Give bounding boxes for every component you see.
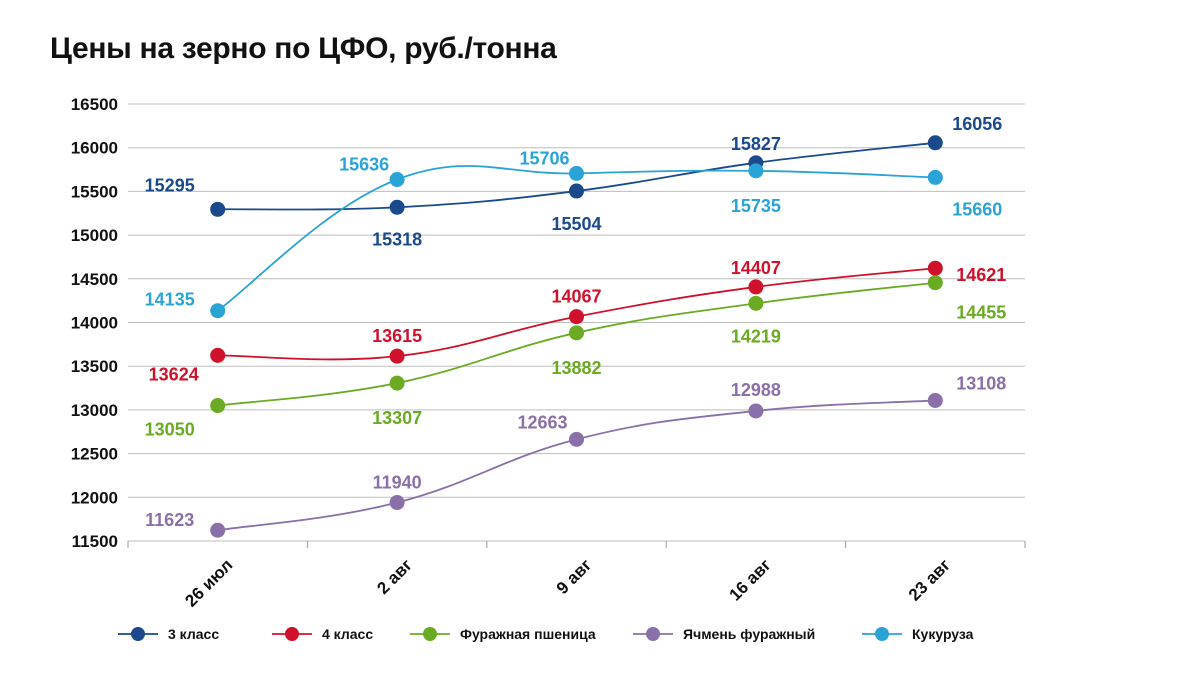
data-point: [389, 375, 405, 391]
data-label: 15318: [372, 229, 422, 249]
data-point: [210, 347, 226, 363]
data-point: [210, 201, 226, 217]
data-point: [748, 279, 764, 295]
data-point: [927, 260, 943, 276]
data-point: [927, 135, 943, 151]
data-label: 13624: [149, 364, 199, 384]
y-tick-label: 12000: [71, 488, 118, 507]
data-label: 16056: [952, 114, 1002, 134]
data-point: [389, 172, 405, 188]
data-label: 14067: [551, 287, 601, 307]
data-label: 11940: [373, 473, 422, 493]
data-label: 14621: [956, 265, 1006, 285]
y-tick-label: 16500: [71, 95, 118, 114]
data-point: [748, 163, 764, 179]
legend-marker: [285, 627, 299, 641]
data-point: [389, 348, 405, 364]
data-label: 14219: [731, 326, 781, 346]
data-label: 13050: [145, 420, 195, 440]
data-point: [569, 165, 584, 181]
data-point: [569, 325, 584, 341]
data-label: 15660: [952, 199, 1002, 219]
data-label: 12988: [731, 380, 781, 400]
data-label: 15827: [731, 134, 781, 154]
data-label: 13108: [956, 373, 1006, 393]
legend-marker: [875, 627, 889, 641]
data-point: [389, 199, 405, 215]
y-tick-label: 13000: [71, 401, 118, 420]
chart-title: Цены на зерно по ЦФО, руб./тонна: [50, 32, 557, 65]
legend-marker: [423, 627, 437, 641]
x-tick-label: 23 авг: [905, 555, 954, 604]
data-label: 13882: [551, 358, 601, 378]
data-point: [569, 309, 584, 325]
series-line: [217, 399, 936, 532]
x-tick-label: 26 июл: [181, 555, 236, 610]
data-point: [389, 495, 405, 511]
data-label: 12663: [517, 412, 567, 432]
y-tick-label: 15000: [71, 226, 118, 245]
data-label: 15636: [339, 155, 389, 175]
x-tick-label: 9 авг: [553, 555, 596, 598]
y-tick-label: 12500: [71, 445, 118, 464]
data-label: 11623: [145, 510, 194, 530]
y-tick-label: 14500: [71, 270, 118, 289]
data-label: 13615: [372, 326, 422, 346]
data-point: [927, 169, 943, 185]
data-point: [569, 431, 584, 447]
data-point: [210, 303, 226, 319]
data-label: 15504: [551, 214, 601, 234]
y-tick-label: 14000: [71, 314, 118, 333]
y-tick-label: 13500: [71, 357, 118, 376]
legend-label: 4 класс: [322, 626, 373, 642]
data-points: [210, 135, 943, 538]
data-label: 15706: [519, 148, 569, 168]
data-label: 15295: [145, 175, 195, 195]
legend-label: Ячмень фуражный: [683, 626, 815, 642]
y-tick-label: 16000: [71, 139, 118, 158]
data-point: [210, 398, 226, 414]
data-point: [927, 392, 943, 408]
data-label: 15735: [731, 196, 781, 216]
x-tick-label: 16 авг: [725, 555, 774, 604]
data-label: 13307: [372, 408, 422, 428]
legend-label: 3 класс: [168, 626, 219, 642]
data-label: 14455: [956, 303, 1006, 323]
legend-marker: [646, 627, 660, 641]
data-point: [927, 275, 943, 291]
data-point: [210, 522, 226, 538]
legend: 3 класс 4 класс Фуражная пшеница Ячмень фур…: [118, 626, 974, 642]
legend-marker: [131, 627, 145, 641]
data-point: [748, 403, 764, 419]
y-tick-label: 11500: [72, 532, 118, 551]
data-labels: 15295 15318 15504 15827 16056 13624 13615 14067…: [145, 114, 1007, 530]
data-point: [569, 183, 584, 199]
legend-label: Кукуруза: [912, 626, 974, 642]
legend-label: Фуражная пшеница: [460, 626, 596, 642]
x-tick-label: 2 авг: [373, 555, 416, 598]
data-label: 14135: [145, 290, 195, 310]
y-tick-label: 15500: [71, 182, 118, 201]
data-point: [748, 295, 764, 311]
data-label: 14407: [731, 258, 781, 278]
